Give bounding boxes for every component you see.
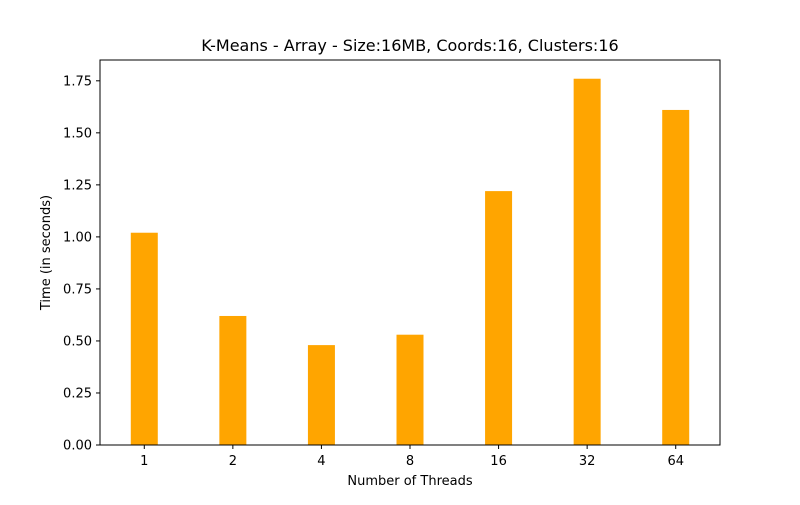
y-axis: 0.00 0.25 0.50 0.75 1.00 1.25 1.50 1.75: [63, 74, 100, 454]
y-tick-label-1.50: 1.50: [63, 126, 92, 141]
x-axis-label: Number of Threads: [347, 474, 472, 489]
x-tick-label-1: 1: [140, 454, 148, 469]
y-tick-label-1.25: 1.25: [63, 178, 92, 193]
bar-1: [130, 232, 158, 445]
y-tick-label-0.50: 0.50: [63, 334, 92, 349]
y-tick-label-1.75: 1.75: [63, 74, 92, 89]
x-tick-label-8: 8: [406, 454, 414, 469]
bar-32: [573, 78, 601, 445]
bar-8: [396, 334, 424, 445]
y-tick-label-0.75: 0.75: [63, 282, 92, 297]
x-axis: 1 2 4 8 16 32 64: [140, 445, 684, 469]
bar-64: [662, 109, 690, 445]
x-tick-label-16: 16: [490, 454, 507, 469]
y-axis-label: Time (in seconds): [39, 195, 54, 311]
y-tick-label-0.25: 0.25: [63, 386, 92, 401]
x-tick-label-64: 64: [667, 454, 684, 469]
bar-4: [307, 345, 335, 445]
x-tick-label-4: 4: [317, 454, 325, 469]
x-tick-label-2: 2: [229, 454, 237, 469]
bar-2: [219, 315, 247, 445]
y-tick-label-1.00: 1.00: [63, 230, 92, 245]
chart-title: K-Means - Array - Size:16MB, Coords:16, …: [201, 36, 618, 55]
bar-16: [485, 191, 513, 445]
y-tick-label-0.00: 0.00: [63, 439, 92, 454]
x-tick-label-32: 32: [579, 454, 596, 469]
bars-layer: [130, 78, 690, 445]
